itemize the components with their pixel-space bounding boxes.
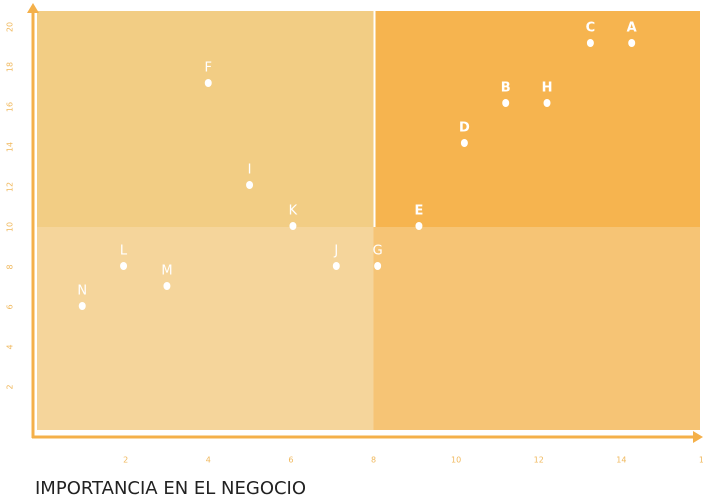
point [415,222,423,230]
point-label: A [627,21,637,36]
x-tick-label: 8 [371,456,376,465]
point [460,139,468,147]
point-label: B [501,81,511,96]
point [289,222,297,230]
y-tick-label: 4 [6,344,15,349]
point-label: C [586,21,596,36]
point [163,282,171,290]
x-tick-label: 14 [616,456,626,465]
point-label: N [77,284,87,299]
point-label: L [120,244,128,259]
point-label: I [248,163,252,178]
y-axis-arrow [27,3,39,13]
y-tick-label: 2 [6,384,15,389]
x-tick-label: 4 [206,456,211,465]
x-axis-arrow [693,431,703,443]
point-label: K [289,204,298,219]
y-tick-label: 6 [6,304,15,309]
point-label: M [161,264,172,279]
point [628,39,636,47]
y-tick-label: 18 [6,62,15,72]
point-label: E [414,204,423,219]
point-label: D [459,121,470,136]
y-tick-label: 16 [6,102,15,112]
point [374,262,382,270]
quadrant [373,227,700,430]
point-label: G [373,244,383,259]
point [502,99,510,107]
y-tick-label: 14 [6,142,15,152]
point-label: H [542,81,553,96]
point [204,79,212,87]
x-axis-label: IMPORTANCIA EN EL NEGOCIO [35,478,306,499]
x-tick-label: 12 [534,456,544,465]
point [332,262,340,270]
point [78,302,86,310]
point [246,181,254,189]
quadrant [37,11,374,227]
quadrant [375,11,700,227]
y-tick-label: 10 [6,222,15,232]
point-label: J [333,244,338,259]
y-tick-label: 8 [6,264,15,269]
y-tick-label: 12 [6,182,15,192]
point-label: F [205,61,212,76]
point [120,262,128,270]
x-tick-label: 2 [123,456,128,465]
x-tick-label: 6 [288,456,293,465]
x-tick-label: 10 [451,456,461,465]
point [543,99,551,107]
point [586,39,594,47]
x-tick-label: 16 [699,456,703,465]
y-tick-label: 20 [6,22,15,32]
quadrant [37,227,374,430]
